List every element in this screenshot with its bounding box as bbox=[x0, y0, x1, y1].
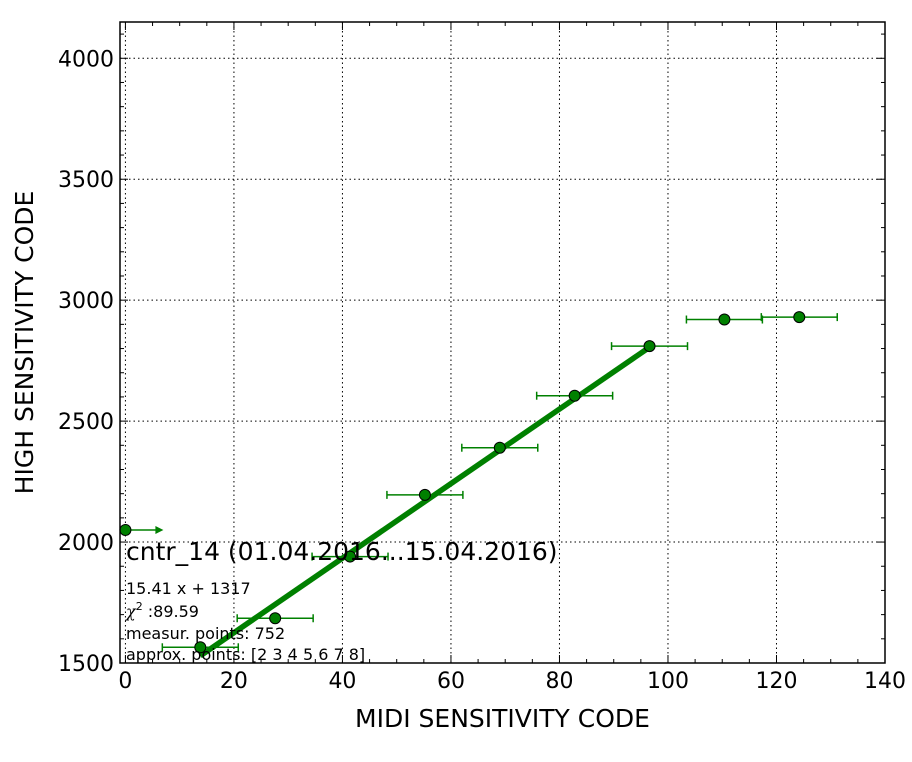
data-point bbox=[568, 389, 581, 402]
tick-labels: 0 20 40 60 80 100 120 140 1500 2000 2500 3000 3500 40… bbox=[58, 47, 906, 694]
data-point bbox=[793, 311, 806, 324]
x-tick-label: 20 bbox=[220, 669, 248, 694]
annotation-measur-points: measur. points: 752 bbox=[126, 624, 285, 643]
chi-symbol: χ bbox=[125, 602, 137, 621]
x-tick-label: 140 bbox=[864, 669, 906, 694]
x-tick-label: 0 bbox=[118, 669, 132, 694]
plot-frame bbox=[119, 21, 886, 664]
data-point bbox=[119, 523, 132, 536]
y-tick-label: 3500 bbox=[58, 168, 114, 193]
x-tick-label: 100 bbox=[647, 669, 689, 694]
annotation-title: cntr_14 (01.04.2016...15.04.2016) bbox=[126, 537, 558, 566]
data-point bbox=[643, 340, 656, 353]
y-axis-label: HIGH SENSITIVITY CODE bbox=[10, 191, 39, 495]
annotation-chi-square: χ2 :89.59 bbox=[125, 600, 199, 621]
y-tick-label: 2000 bbox=[58, 531, 114, 556]
upper-limit-arrow-head bbox=[155, 525, 164, 534]
x-tick-label: 60 bbox=[437, 669, 465, 694]
data-layer bbox=[119, 311, 839, 659]
data-point bbox=[344, 550, 357, 563]
annotation-equation: 15.41 x + 1317 bbox=[126, 579, 251, 598]
chi-power: 2 bbox=[136, 600, 143, 613]
x-tick-label: 40 bbox=[328, 669, 356, 694]
x-tick-label: 80 bbox=[545, 669, 573, 694]
y-tick-label: 3000 bbox=[58, 289, 114, 314]
y-tick-label: 2500 bbox=[58, 410, 114, 435]
x-tick-label: 120 bbox=[755, 669, 797, 694]
data-point bbox=[718, 313, 731, 326]
x-axis-label: MIDI SENSITIVITY CODE bbox=[355, 704, 650, 733]
chi-value: :89.59 bbox=[143, 602, 199, 621]
y-tick-label: 1500 bbox=[58, 652, 114, 677]
annotation-approx-points: approx. points: [2 3 4 5 6 7 8] bbox=[126, 645, 365, 664]
data-point bbox=[418, 488, 431, 501]
data-point bbox=[493, 441, 506, 454]
data-point bbox=[194, 641, 207, 654]
data-point bbox=[269, 612, 282, 625]
y-tick-label: 4000 bbox=[58, 47, 114, 72]
